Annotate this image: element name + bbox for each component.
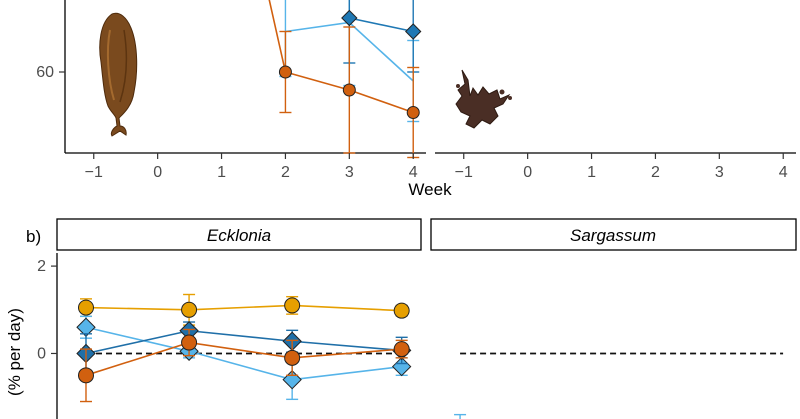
x-tick-label: 3 [345,164,354,181]
data-point [284,349,301,366]
data-point [77,367,94,384]
panel-b-right-plot [454,352,784,419]
panel-a-ticks: −1 0 1 2 3 4 −1 0 1 2 3 4 60 [36,64,788,181]
data-point [405,23,422,40]
x-tick-label: 1 [587,164,596,181]
panel-a-left-plot [268,0,422,159]
y-tick-label: 60 [36,64,54,81]
panel-b-ticks: 02 [37,258,57,362]
facet-strip-ecklonia-label: Ecklonia [207,226,271,245]
data-point [406,106,420,119]
y-tick-label: 0 [37,345,46,362]
data-point [181,301,198,318]
facet-strip-ecklonia [56,218,422,251]
data-point [284,297,301,314]
x-tick-label: −1 [455,164,473,181]
panel-b-ylabel: (% per day) [5,308,24,396]
data-point [181,334,198,351]
x-tick-label: 2 [651,164,660,181]
x-tick-label: 1 [217,164,226,181]
data-point [77,299,94,316]
data-point [393,302,410,319]
ecklonia-specimen-image [99,12,138,137]
x-tick-label: 4 [409,164,418,181]
x-tick-label: 2 [281,164,290,181]
x-tick-label: 3 [715,164,724,181]
panel-b-label: b) [26,227,41,246]
data-point [341,9,358,27]
panel-b: b) Ecklonia Sargassum (% per day) 02 [5,218,797,419]
panel-b-left-plot [76,293,412,403]
x-tick-label: 0 [153,164,162,181]
facet-strip-sargassum-label: Sargassum [570,226,656,245]
series-line [85,304,402,312]
y-tick-label: 2 [37,258,46,275]
series-line [268,0,414,114]
series-line [85,326,402,381]
data-point [278,65,292,79]
series-line [85,329,402,355]
data-point [342,83,356,97]
data-point [393,341,410,358]
series-line [85,341,402,377]
x-tick-label: 4 [779,164,788,181]
sargassum-specimen-image [455,69,512,129]
panel-a-xlabel: Week [408,180,452,199]
facet-strip-sargassum [430,218,797,251]
x-tick-label: −1 [85,164,103,181]
panel-a: −1 0 1 2 3 4 −1 0 1 2 3 4 60 Week [36,0,796,199]
x-tick-label: 0 [523,164,532,181]
series-line [349,17,414,33]
